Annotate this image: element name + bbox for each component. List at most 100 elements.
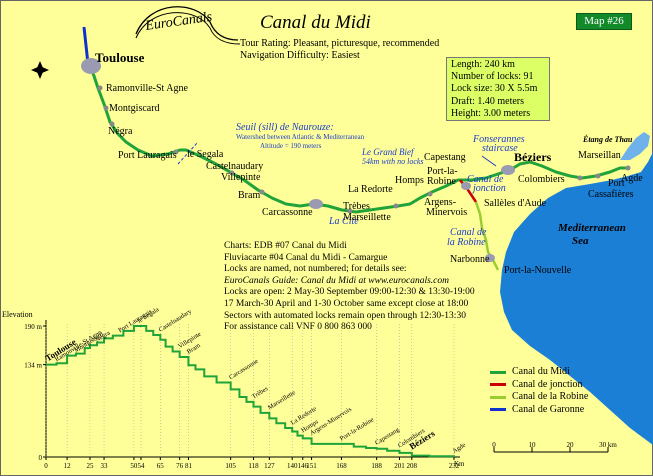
label-argens: Argens- xyxy=(424,197,456,208)
navigation-difficulty: Navigation Difficulty: Easiest xyxy=(240,50,360,61)
port-lauragais-marker xyxy=(173,149,179,155)
profile-x-tick-label: 0 xyxy=(44,462,48,470)
fonserannes-1: Fonserannes xyxy=(472,134,525,145)
seuil-line1: Watershed between Atlantic & Mediterrane… xyxy=(236,133,365,141)
montgiscard-marker xyxy=(103,105,109,111)
label-ramonville: Ramonville-St Agne xyxy=(106,83,189,94)
label-negra: Négra xyxy=(108,126,133,137)
map-number-badge: Map #26 xyxy=(576,13,632,30)
stat-lock-size: Lock size: 30 X 5.5m xyxy=(451,83,538,95)
legend-swatch xyxy=(490,370,506,374)
profile-y-label: 190 m xyxy=(24,323,42,331)
profile-x-tick-label: 208 xyxy=(407,462,418,470)
label-narbonne: Narbonne xyxy=(450,254,490,265)
jonction-note-2: jonction xyxy=(471,183,506,194)
profile-x-tick-label: 168 xyxy=(336,462,347,470)
profile-x-tick-label: 76 xyxy=(176,462,184,470)
label-montgiscard: Montgiscard xyxy=(109,103,160,114)
stat-locks: Number of locks: 91 xyxy=(451,71,534,83)
legend-label: Canal du Midi xyxy=(512,366,570,377)
page-title: Canal du Midi xyxy=(260,12,371,33)
marseillan-marker xyxy=(595,173,601,179)
robine-note-1: Canal de xyxy=(450,227,487,238)
profile-x-tick-label: 54 xyxy=(137,462,145,470)
seuil-title: Seuil (sill) de Naurouze: xyxy=(236,122,334,133)
castelnaudary-marker xyxy=(229,170,235,176)
trebes-marker xyxy=(347,208,353,214)
info-spring-autumn: 17 March-30 April and 1-30 October same … xyxy=(224,298,469,309)
compass-icon xyxy=(31,61,49,79)
label-port-lauragais: Port Lauragais xyxy=(118,150,177,161)
toulouse-marker xyxy=(81,58,101,74)
profile-x-tick-label: 33 xyxy=(101,462,109,470)
scale-bar xyxy=(493,447,609,453)
scale-tick-0: 0 xyxy=(492,441,496,449)
info-locks-open: Locks are open: 2 May-30 September 09:00… xyxy=(224,287,475,298)
robine-note-2: la Robine xyxy=(447,237,486,248)
agde-marker xyxy=(625,165,631,171)
label-beziers: Béziers xyxy=(514,150,552,164)
logo-text: EuroCanals xyxy=(143,10,213,34)
profile-x-tick-label: 105 xyxy=(225,462,236,470)
legend-item: Canal de la Robine xyxy=(490,391,588,404)
seuil-line2: Altitude = 190 meters xyxy=(260,142,322,150)
negra-marker xyxy=(109,121,115,127)
label-carcassonne: Carcassonne xyxy=(262,207,313,218)
label-port-la-nouvelle: Port-la-Nouvelle xyxy=(504,265,572,276)
legend-item: Canal de Garonne xyxy=(490,404,588,417)
mediterranean-sea xyxy=(500,152,653,445)
scale-tick-20: 20 xyxy=(567,441,575,449)
profile-y-label: 134 m xyxy=(24,362,42,370)
label-etang-de-thau: Étang de Thau xyxy=(582,134,633,144)
label-la-cite: La Cité xyxy=(328,216,359,227)
profile-x-tick-label: 151 xyxy=(306,462,317,470)
profile-town-label: Agde xyxy=(451,442,467,455)
label-port-cassafieres-1: Port xyxy=(608,178,625,189)
info-guide: EuroCanals Guide: Canal du Midi at www.e… xyxy=(224,275,450,286)
label-trebes: Trèbes xyxy=(343,201,370,212)
info-block: Charts: EDB #07 Canal du Midi Fluviacart… xyxy=(224,241,475,334)
canal-de-la-robine-line xyxy=(474,201,500,271)
canal-de-garonne-line xyxy=(82,26,90,65)
label-sea-2: Sea xyxy=(572,235,589,247)
info-fluviacarte: Fluviacarte #04 Canal du Midi - Camargue xyxy=(224,252,388,263)
label-villepinte: Villepinte xyxy=(221,172,261,183)
label-bram: Bram xyxy=(238,190,260,201)
etang-de-thau xyxy=(620,132,650,160)
profile-x-tick-label: 232 xyxy=(449,462,460,470)
capestang-marker xyxy=(427,191,433,197)
label-salleles: Sallèles d'Aude xyxy=(484,198,547,209)
legend-swatch xyxy=(490,383,506,387)
label-toulouse: Toulouse xyxy=(95,50,145,65)
grand-bief-1: Le Grand Bief xyxy=(361,147,415,157)
label-castelnaudary: Castelnaudary xyxy=(206,161,263,172)
km-unit-label: Km xyxy=(454,460,465,468)
elevation-label: Elevation xyxy=(2,310,33,319)
scale-tick-10: 10 xyxy=(529,441,537,449)
label-homps: Homps xyxy=(395,175,424,186)
profile-town-label: Carcassonne xyxy=(228,358,260,381)
tour-rating: Tour Rating: Pleasant, picturesque, reco… xyxy=(240,38,440,49)
fonserannes-2: staircase xyxy=(482,143,518,154)
profile-x-tick-label: 50 xyxy=(130,462,138,470)
label-agde: Agde xyxy=(621,173,643,184)
profile-x-tick-label: 65 xyxy=(157,462,165,470)
label-colombiers: Colombiers xyxy=(518,174,565,185)
legend-item: Canal du Midi xyxy=(490,366,588,379)
label-marseillette: Marseillette xyxy=(343,212,391,223)
label-marseillan: Marseillan xyxy=(578,150,621,161)
label-capestang: Capestang xyxy=(424,152,466,163)
carcassonne-marker xyxy=(309,199,323,209)
fonserannes-arrow xyxy=(481,155,497,167)
label-la-redorte: La Redorte xyxy=(348,184,393,195)
legend-label: Canal de Garonne xyxy=(512,403,585,415)
port-cassafieres-marker xyxy=(577,175,583,181)
legend-label: Canal de la Robine xyxy=(512,391,589,402)
profile-x-tick-label: 81 xyxy=(185,462,193,470)
profile-town-label: Port-la-Robine xyxy=(339,416,376,442)
beziers-marker xyxy=(501,165,515,175)
